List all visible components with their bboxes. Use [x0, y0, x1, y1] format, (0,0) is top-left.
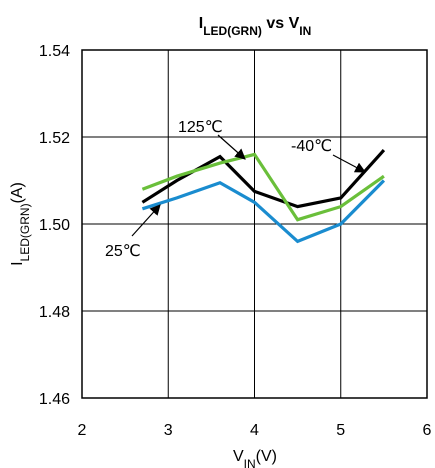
chart-title-text-part: vs V — [262, 15, 300, 32]
y-tick-label: 1.46 — [39, 391, 70, 408]
annotation-label: 25℃ — [105, 243, 141, 260]
series-group — [141, 149, 386, 244]
x-axis-label-part: V — [233, 448, 244, 465]
x-axis-label-part: IN — [244, 457, 256, 468]
series-line-1 — [141, 152, 385, 222]
annotation-label: -40℃ — [291, 138, 332, 155]
chart-title-text-part: I — [199, 15, 203, 32]
annotations: 125℃ -40℃ 25℃ — [105, 119, 366, 260]
y-axis-label-part: I — [9, 261, 26, 265]
grid — [82, 50, 427, 398]
y-axis-label-part: (A) — [9, 182, 26, 203]
plot-frame — [81, 49, 428, 399]
x-tick-label: 5 — [336, 422, 345, 439]
axes: 2 3 4 5 6 1.46 1.48 1.50 1.52 1.54 VIN(V) ILED(GRN)… — [9, 43, 432, 468]
chart-title-text: ILED(GRN) vs VIN — [199, 15, 311, 38]
y-tick-label: 1.54 — [39, 43, 70, 60]
x-axis-label-part: (V) — [256, 448, 277, 465]
y-tick-label: 1.50 — [39, 217, 70, 234]
x-axis-label: VIN(V) — [233, 448, 277, 468]
x-tick-label: 2 — [78, 422, 87, 439]
annotation-arrow — [217, 134, 246, 160]
chart-title-text-part: IN — [299, 24, 311, 38]
annotation-label: 125℃ — [178, 119, 223, 136]
y-axis-label: ILED(GRN)(A) — [9, 182, 32, 266]
x-tick-label: 4 — [250, 422, 259, 439]
annotation-arrow — [332, 154, 366, 173]
annotation-arrow — [131, 204, 161, 237]
x-tick-label: 3 — [164, 422, 173, 439]
series-line-0 — [141, 149, 386, 209]
y-tick-label: 1.52 — [39, 130, 70, 147]
chart-title-text-part: LED(GRN) — [203, 24, 262, 38]
series-line-2 — [141, 179, 386, 244]
chart-title: ILED(GRN) vs VIN — [199, 15, 311, 38]
y-axis-label-part: LED(GRN) — [18, 203, 32, 261]
x-tick-label: 6 — [423, 422, 432, 439]
y-tick-label: 1.48 — [39, 304, 70, 321]
